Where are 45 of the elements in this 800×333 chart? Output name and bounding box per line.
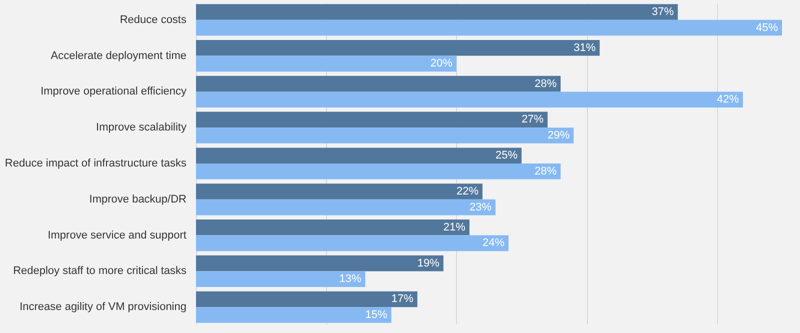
y-tick-label: Improve scalability bbox=[96, 122, 187, 134]
data-label: 29% bbox=[548, 129, 570, 142]
data-label: 27% bbox=[522, 114, 544, 126]
bar bbox=[196, 199, 496, 216]
bar bbox=[196, 4, 678, 20]
data-label: 45% bbox=[756, 22, 778, 34]
bar bbox=[196, 307, 392, 323]
bar bbox=[196, 128, 574, 144]
y-tick-label: Improve operational efficiency bbox=[40, 86, 187, 98]
y-tick-label: Accelerate deployment time bbox=[50, 50, 186, 62]
data-label: 23% bbox=[469, 201, 492, 214]
data-label: 13% bbox=[339, 273, 362, 286]
bar bbox=[196, 220, 470, 236]
bar bbox=[196, 235, 509, 252]
y-tick-label: Improve service and support bbox=[48, 229, 186, 242]
y-tick-label: Redeploy staff to more critical tasks bbox=[13, 265, 187, 278]
y-tick-label: Reduce impact of infrastructure tasks bbox=[4, 158, 187, 170]
data-label: 31% bbox=[574, 42, 596, 54]
bar bbox=[196, 92, 743, 108]
data-label: 37% bbox=[652, 6, 674, 18]
y-tick-label: Increase agility of VM provisioning bbox=[20, 301, 186, 314]
bar bbox=[196, 40, 600, 56]
data-label: 19% bbox=[417, 257, 440, 270]
bar bbox=[196, 148, 522, 164]
data-label: 17% bbox=[391, 293, 414, 306]
data-label: 15% bbox=[365, 309, 388, 322]
data-label: 22% bbox=[456, 186, 479, 198]
bar bbox=[196, 112, 548, 128]
data-label: 28% bbox=[534, 165, 557, 178]
y-tick-label: Improve backup/DR bbox=[89, 193, 187, 206]
bar bbox=[196, 291, 418, 308]
data-label: 20% bbox=[430, 58, 453, 70]
y-tick-label: Reduce costs bbox=[120, 14, 187, 26]
bar bbox=[196, 255, 444, 272]
data-label: 25% bbox=[496, 150, 518, 162]
bar bbox=[196, 20, 782, 36]
bar bbox=[196, 271, 366, 288]
data-label: 21% bbox=[443, 221, 466, 234]
bar bbox=[196, 164, 561, 180]
bar bbox=[196, 184, 482, 200]
bar bbox=[196, 76, 561, 92]
data-label: 42% bbox=[716, 94, 740, 106]
bar bbox=[196, 56, 456, 72]
data-label: 28% bbox=[534, 78, 557, 90]
data-label: 24% bbox=[482, 237, 505, 250]
